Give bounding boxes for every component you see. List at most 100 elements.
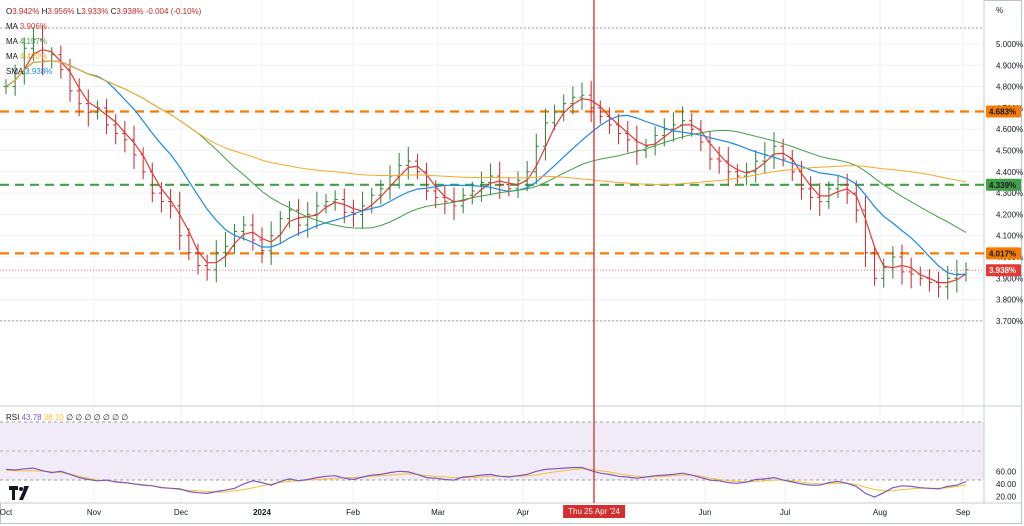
level-price-label: 4.339% xyxy=(989,181,1016,190)
rsi-y-tick-label: 60.00 xyxy=(996,467,1017,476)
ohlc-bar xyxy=(908,257,914,289)
y-tick-label: 4.100% xyxy=(996,232,1023,241)
legend-value: 3.938% xyxy=(25,67,53,76)
ohlc-bar xyxy=(286,200,292,228)
ohlc-bar xyxy=(561,94,567,122)
ohlc-bar xyxy=(186,228,192,261)
ohlc-bar xyxy=(753,150,759,183)
ohlc-bar xyxy=(396,152,402,189)
ohlc-bar xyxy=(268,221,274,265)
rsi-line xyxy=(5,466,967,498)
ohlc-bar xyxy=(625,120,631,153)
y-tick-label: 4.400% xyxy=(996,168,1023,177)
legend-label: MA xyxy=(6,37,18,46)
legend-ma-slow[interactable]: MA 4.420% xyxy=(6,49,201,64)
ohlc-change-value: -0.004 (-0.10%) xyxy=(145,7,202,16)
y-tick-label: 3.700% xyxy=(996,317,1023,326)
ohlc-high-key: H xyxy=(41,7,48,16)
ohlc-bar xyxy=(488,163,494,196)
ohlc-bar xyxy=(168,189,174,219)
ohlc-bar xyxy=(241,215,247,241)
x-tick-label: Oct xyxy=(0,508,13,517)
ohlc-open-value: 3.942% xyxy=(12,7,40,16)
rsi-label: RSI xyxy=(6,413,20,422)
crosshair-date-label: Thu 25 Apr '24 xyxy=(563,505,625,518)
ohlc-bar xyxy=(76,78,82,117)
ohlc-bar xyxy=(853,180,859,223)
tradingview-logo-icon[interactable] xyxy=(9,486,31,500)
legend-value: 4.157% xyxy=(19,37,47,46)
x-tick-label: Nov xyxy=(86,508,102,517)
ohlc-low-value: 3.933% xyxy=(81,7,109,16)
ohlc-bar xyxy=(305,201,311,238)
ohlc-bar xyxy=(222,232,228,268)
legend-ma-mid[interactable]: MA 4.157% xyxy=(6,34,201,49)
rsi-y-tick-label: 40.00 xyxy=(996,480,1017,489)
ohlc-bar xyxy=(716,146,722,174)
legend-label: SMA xyxy=(6,67,23,76)
ohlc-bar xyxy=(817,183,823,216)
y-tick-label: 4.900% xyxy=(996,61,1023,70)
legend-sma[interactable]: SMA 3.938% xyxy=(6,64,201,79)
ohlc-bar xyxy=(588,80,594,123)
last-price-label: 3.938% xyxy=(989,266,1016,275)
y-tick-label: 4.600% xyxy=(996,125,1023,134)
ohlc-bar xyxy=(954,259,960,293)
x-tick-label: Aug xyxy=(872,508,888,517)
ohlc-bar xyxy=(122,120,128,153)
y-tick-label: 4.500% xyxy=(996,147,1023,156)
ohlc-bar xyxy=(405,146,411,180)
ohlc-bar xyxy=(826,181,832,210)
legend-label: MA xyxy=(6,22,18,31)
horizontal-lines xyxy=(0,27,984,322)
ohlc-bars xyxy=(3,25,969,300)
rsi-ma-value: 38.10 xyxy=(43,413,64,422)
rsi-legend[interactable]: RSI 43.78 38.10 ∅ ∅ ∅ ∅ ∅ ∅ ∅ xyxy=(6,413,128,422)
axis-unit: % xyxy=(996,6,1003,15)
x-tick-label: Apr xyxy=(516,508,530,517)
last-price-tag xyxy=(986,264,1021,277)
ohlc-bar xyxy=(204,254,210,281)
ohlc-bar xyxy=(332,190,338,211)
x-tick-label: Sep xyxy=(955,508,971,517)
ohlc-bar xyxy=(378,179,384,205)
ohlc-close-value: 3.938% xyxy=(116,7,144,16)
level-price-tag xyxy=(986,178,1021,191)
rsi-lines xyxy=(5,466,967,498)
legend-ma-fast[interactable]: MA 3.906% xyxy=(6,19,201,34)
ohlc-open-key: O xyxy=(6,7,13,16)
ohlc-bar xyxy=(881,258,887,288)
x-axis: Oct Nov Dec 2024 Feb Mar Apr Thu 25 Apr '24 Jun J… xyxy=(0,504,984,524)
ohlc-bar xyxy=(835,175,841,198)
y-tick-label: 5.000% xyxy=(996,40,1023,49)
ohlc-bar xyxy=(424,162,430,201)
ohlc-bar xyxy=(158,182,164,213)
y-tick-label: 3.800% xyxy=(996,296,1023,305)
ohlc-bar xyxy=(104,98,110,135)
ohlc-bar xyxy=(570,86,576,115)
ohlc-bar xyxy=(533,133,539,185)
y-tick-label: 3.900% xyxy=(996,274,1023,283)
x-tick-label: 2024 xyxy=(253,508,271,517)
ohlc-low-key: L xyxy=(76,7,82,16)
ohlc-bar xyxy=(177,191,183,250)
ohlc-bar xyxy=(314,191,320,229)
ohlc-bar xyxy=(734,164,740,184)
legend-label: MA xyxy=(6,52,18,61)
x-tick-label: Jun xyxy=(698,508,712,517)
level-price-label: 4.017% xyxy=(989,249,1016,258)
y-axis: 5.000%4.900%4.800%4.700%4.600%4.500%4.40… xyxy=(986,40,1023,502)
y-tick-label: 4.800% xyxy=(996,83,1023,92)
y-tick-label: 4.200% xyxy=(996,210,1023,219)
ohlc-bar xyxy=(259,227,265,264)
ohlc-bar xyxy=(597,100,603,124)
legend-value: 3.906% xyxy=(19,22,47,31)
x-tick-label: Jul xyxy=(779,508,791,517)
ma-slow-line xyxy=(5,60,967,186)
ohlc-bar xyxy=(323,194,329,214)
ohlc-bar xyxy=(808,176,814,210)
ohlc-high-value: 3.956% xyxy=(47,7,75,16)
ohlc-bar xyxy=(862,195,868,268)
ohlc-row: O3.942% H3.956% L3.933% C3.938% -0.004 (… xyxy=(6,4,201,19)
